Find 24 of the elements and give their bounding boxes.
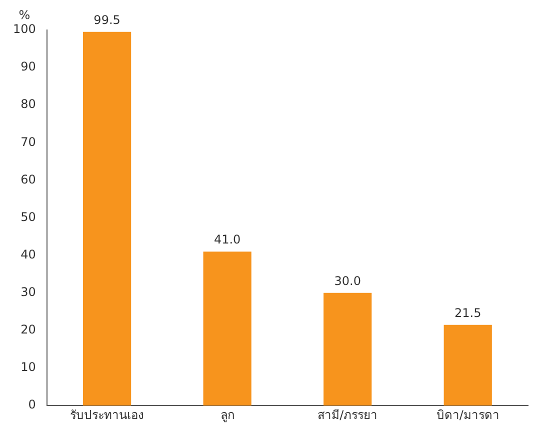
y-tick-label: 40 [20,247,36,262]
y-tick-label: 0 [28,398,36,412]
y-tick-label: 20 [20,322,36,337]
x-tick-label: รับประทานเอง [70,408,144,422]
y-tick-label: 70 [20,134,36,149]
data-label: 99.5 [94,13,120,28]
data-label: 30.0 [334,274,361,288]
y-tick-label: 80 [20,97,36,112]
bar [324,292,372,406]
y-tick-label: 30 [20,285,36,300]
y-tick-label: 100 [13,22,36,36]
y-tick-label: 60 [20,172,36,186]
y-tick-label: 50 [20,210,36,224]
data-label: 41.0 [214,232,241,247]
bar [203,252,252,406]
y-axis-title: % [18,8,30,22]
bar [444,324,492,406]
x-tick-label: ลูก [220,408,234,423]
y-tick-label: 90 [20,60,36,74]
x-tick-label: สามี/ภรรยา [318,408,378,422]
y-tick-label: 10 [20,360,36,374]
x-tick-label: บิดา/มารดา [436,408,500,422]
bar [82,32,132,406]
data-label: 21.5 [454,306,482,320]
